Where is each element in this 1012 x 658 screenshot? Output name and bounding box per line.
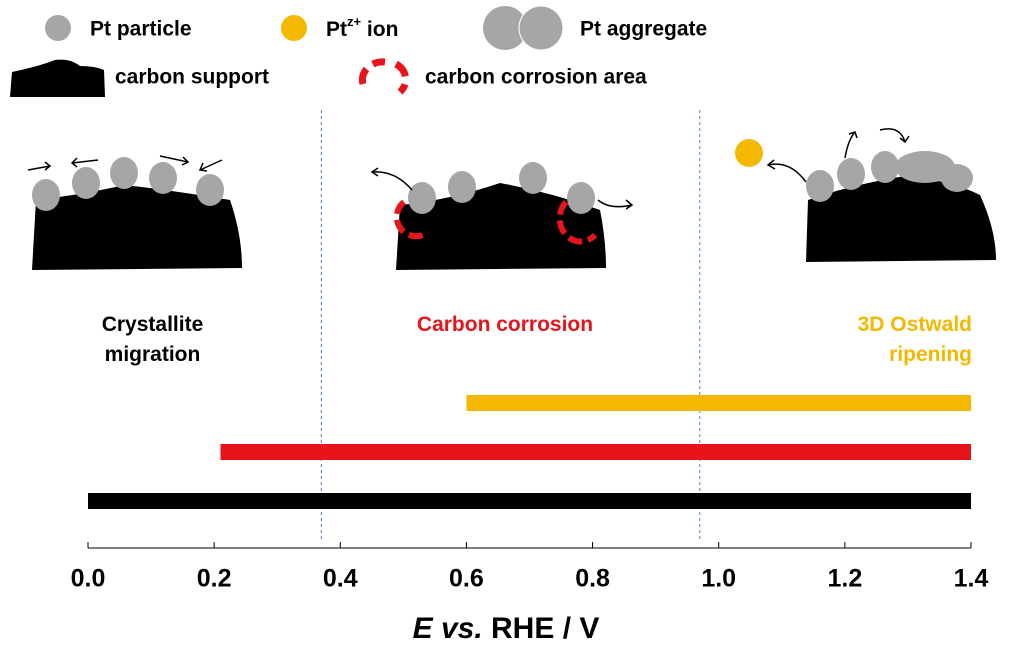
legend-aggregate-icon bbox=[518, 5, 564, 51]
corrosion-area bbox=[393, 199, 430, 240]
range-bar bbox=[466, 395, 971, 411]
region-label: 3D Ostwald ripening bbox=[857, 313, 972, 366]
region-label: Crystallite migration bbox=[101, 313, 204, 366]
arrows bbox=[766, 128, 910, 183]
x-axis-title: E vs. RHE / V bbox=[0, 612, 1012, 646]
legend-support-icon bbox=[10, 59, 105, 97]
legend-text: Ptz+ ion bbox=[326, 14, 398, 40]
x-tick-label: 0.4 bbox=[323, 565, 358, 593]
legend-aggregate-icon bbox=[483, 6, 527, 50]
x-tick-label: 0.0 bbox=[71, 565, 106, 593]
arrows bbox=[27, 155, 223, 172]
range-bar bbox=[88, 493, 971, 509]
pt-particles bbox=[408, 162, 595, 214]
arrows bbox=[370, 167, 634, 210]
x-axis-title-text: RHE / V bbox=[491, 612, 600, 645]
x-tick-label: 1.0 bbox=[701, 565, 736, 593]
x-tick-label: 0.8 bbox=[575, 565, 610, 593]
legend-particle-icon bbox=[45, 15, 71, 41]
pt-particles bbox=[806, 151, 973, 202]
legend-text: Pt aggregate bbox=[580, 18, 707, 41]
carbon-support bbox=[396, 183, 606, 270]
region-label: Carbon corrosion bbox=[416, 313, 594, 336]
legend-ion-icon bbox=[281, 15, 307, 41]
x-axis-title-italic: E vs. bbox=[412, 612, 483, 645]
carbon-support bbox=[806, 176, 996, 262]
carbon-support bbox=[32, 185, 242, 270]
legend-text: carbon support bbox=[115, 66, 269, 89]
legend-sup: z+ bbox=[347, 14, 362, 29]
x-tick-label: 0.2 bbox=[197, 565, 232, 593]
x-tick-label: 0.6 bbox=[449, 565, 484, 593]
legend-text: ion bbox=[361, 18, 398, 41]
pt-particles bbox=[32, 157, 224, 211]
corrosion-area bbox=[556, 199, 598, 245]
legend-text: Pt bbox=[326, 18, 347, 41]
range-bar bbox=[220, 444, 971, 460]
legend-text: Pt particle bbox=[90, 18, 192, 41]
x-tick-label: 1.4 bbox=[954, 565, 989, 593]
x-tick-label: 1.2 bbox=[827, 565, 862, 593]
legend-text: carbon corrosion area bbox=[425, 66, 647, 89]
legend-corrosion-icon bbox=[358, 58, 386, 85]
pt-ion bbox=[735, 139, 763, 167]
legend-corrosion-icon bbox=[394, 60, 410, 95]
